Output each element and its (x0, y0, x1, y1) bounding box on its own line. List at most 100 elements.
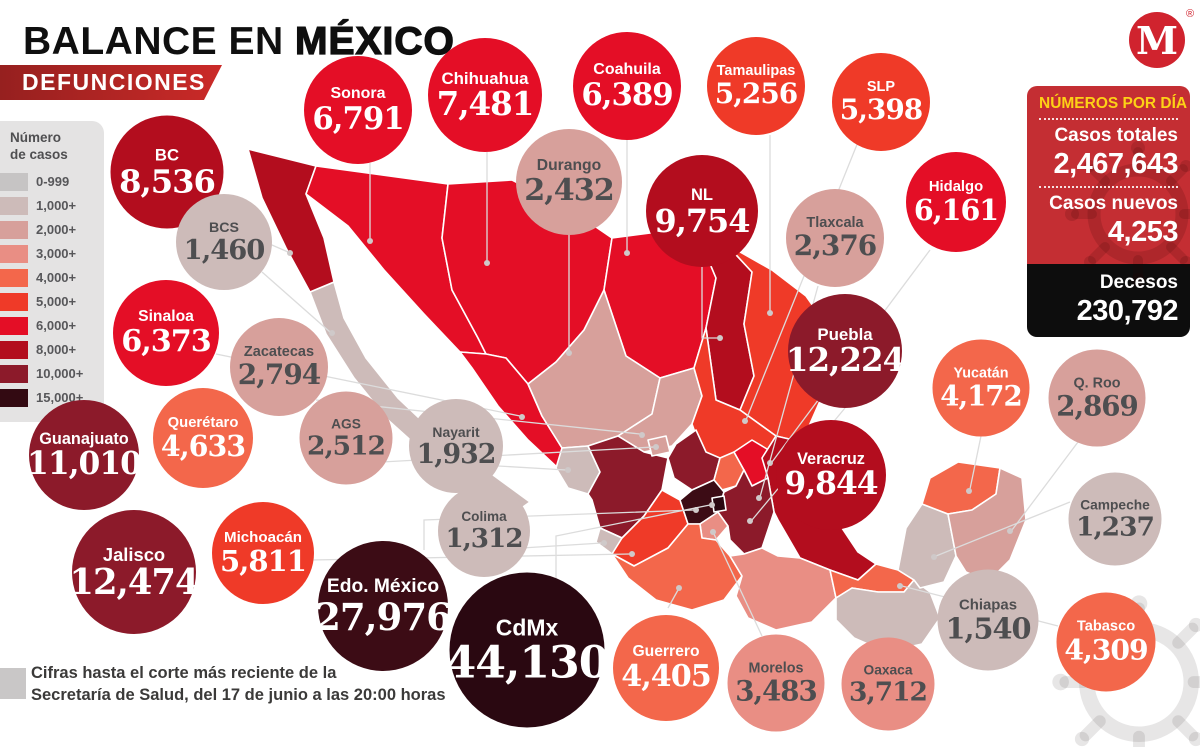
bubble-state-name: Chihuahua (441, 68, 529, 88)
bubble-state-name: Morelos (748, 660, 804, 677)
bubble-state-value: 9,844 (784, 465, 878, 502)
bubble-sinaloa: Sinaloa 6,373 (113, 280, 219, 386)
bubble-state-name: Sonora (330, 84, 386, 102)
dotted-divider (1039, 118, 1178, 120)
bubble-nl: NL 9,754 (646, 155, 758, 267)
bubble-state-name: Tabasco (1076, 618, 1136, 635)
bubble-qroo: Q. Roo 2,869 (1048, 349, 1146, 447)
legend-swatch (0, 268, 28, 287)
bubble-state-name: Coahuila (593, 60, 661, 78)
new-cases-value: 4,253 (1107, 216, 1179, 248)
bubble-cdmx: CdMx 44,130 (446, 572, 610, 728)
bubble-oaxaca: Oaxaca 3,712 (841, 637, 935, 731)
state-shape-guerrero (611, 523, 743, 611)
state-shapes (247, 148, 1027, 653)
state-shape-qroo (947, 467, 1027, 583)
bubble-state-value: 7,481 (436, 84, 535, 124)
bubble-state-name: Zacatecas (243, 344, 315, 361)
bubble-state-value: 11,010 (27, 445, 142, 482)
deaths-value: 230,792 (1076, 295, 1179, 327)
bubble-state-name: Hidalgo (928, 178, 984, 195)
bubble-state-value: 1,540 (945, 611, 1031, 646)
bubble-state-name: Chiapas (958, 596, 1018, 614)
footnote-text: Cifras hasta el corte más reciente de la… (31, 664, 446, 704)
bubble-state-name: Nayarit (432, 423, 480, 440)
new-cases-label: Casos nuevos (1049, 193, 1178, 214)
legend-swatch (0, 220, 28, 239)
total-cases-value: 2,467,643 (1053, 148, 1178, 180)
legend-label: 4,000+ (36, 270, 77, 286)
bubble-state-value: 5,256 (714, 77, 798, 111)
legend-label: 10,000+ (36, 366, 84, 382)
bubble-state-value: 2,794 (237, 358, 321, 392)
page-title-regular: BALANCE EN (23, 20, 296, 63)
legend-label: 1,000+ (36, 198, 77, 214)
page-title: BALANCE EN MÉXICO (23, 19, 455, 64)
bubble-guanajuato: Guanajuato 11,010 (27, 400, 142, 510)
bubble-state-value: 1,460 (183, 234, 266, 267)
bubble-state-name: AGS (331, 416, 361, 432)
legend-swatch (0, 364, 28, 383)
bubble-state-value: 9,754 (654, 201, 751, 240)
bubble-guerrero: Guerrero 4,405 (613, 615, 719, 721)
bubble-chiapas: Chiapas 1,540 (937, 569, 1039, 671)
bubble-state-name: Veracruz (797, 449, 865, 468)
bubble-state-name: Jalisco (102, 543, 166, 565)
bubble-state-name: Puebla (817, 324, 873, 344)
bubble-state-name: Campeche (1080, 497, 1150, 513)
bubble-durango: Durango 2,432 (516, 129, 622, 235)
legend-swatch (0, 244, 28, 263)
bubble-bcs: BCS 1,460 (176, 194, 272, 290)
bubble-state-name: Edo. México (326, 576, 440, 598)
bubble-state-value: 5,398 (839, 93, 923, 127)
bubble-chihuahua: Chihuahua 7,481 (428, 38, 542, 152)
bubble-puebla: Puebla 12,224 (786, 294, 905, 408)
bubble-slp: SLP 5,398 (832, 53, 930, 151)
bubble-state-value: 1,312 (445, 522, 523, 554)
bubble-coahuila: Coahuila 6,389 (573, 32, 681, 140)
bubble-state-value: 6,389 (581, 76, 673, 113)
legend-swatch (0, 316, 28, 335)
bubble-state-value: 4,172 (940, 379, 1023, 413)
bubble-jalisco: Jalisco 12,474 (69, 510, 200, 634)
daily-numbers-cases-section: NÚMEROS POR DÍA Casos totales 2,467,643 … (1027, 86, 1190, 264)
connector-lines (209, 135, 1079, 637)
legend-item-0999: 0-999 (0, 170, 104, 194)
bubble-state-name: BCS (209, 219, 239, 236)
legend-swatch (0, 172, 28, 191)
bubble-state-value: 2,376 (793, 229, 877, 263)
bubble-veracruz: Veracruz 9,844 (776, 420, 886, 530)
bubble-state-value: 44,130 (445, 637, 610, 689)
legend-swatch (0, 388, 28, 407)
bubble-state-name: Guanajuato (39, 429, 129, 448)
page-title-bold: MÉXICO (294, 19, 455, 63)
deaths-label: Decesos (1099, 272, 1178, 293)
bubble-state-name: NL (690, 185, 714, 205)
bubble-state-value: 2,432 (524, 172, 615, 208)
bubble-state-name: Querétaro (167, 414, 239, 431)
bubble-state-value: 12,474 (69, 561, 199, 603)
legend-item-6000: 6,000+ (0, 314, 104, 338)
bubble-campeche: Campeche 1,237 (1068, 472, 1162, 566)
bubble-edomex: Edo. México 27,976 (315, 541, 452, 671)
bubble-state-value: 1,237 (1076, 511, 1155, 543)
bubble-state-name: Tamaulipas (716, 63, 796, 80)
bubble-sonora: Sonora 6,791 (304, 56, 412, 164)
total-cases-label: Casos totales (1054, 125, 1178, 146)
bubble-yucatan: Yucatán 4,172 (932, 339, 1030, 437)
bubble-hidalgo: Hidalgo 6,161 (906, 152, 1006, 252)
bubble-state-value: 4,309 (1064, 633, 1148, 667)
panel-title: NÚMEROS POR DÍA (1039, 95, 1188, 112)
legend-item-2000: 2,000+ (0, 218, 104, 242)
legend-label: 5,000+ (36, 294, 77, 310)
bubble-state-value: 4,633 (160, 429, 246, 464)
state-shape-bcs (309, 281, 531, 513)
legend-item-5000: 5,000+ (0, 290, 104, 314)
bubble-state-value: 6,161 (913, 193, 999, 228)
bubble-state-value: 6,791 (312, 100, 404, 137)
bubble-state-value: 3,712 (849, 676, 928, 708)
legend-label: 8,000+ (36, 342, 77, 358)
daily-numbers-panel: NÚMEROS POR DÍA Casos totales 2,467,643 … (1027, 86, 1190, 337)
legend-swatch (0, 340, 28, 359)
